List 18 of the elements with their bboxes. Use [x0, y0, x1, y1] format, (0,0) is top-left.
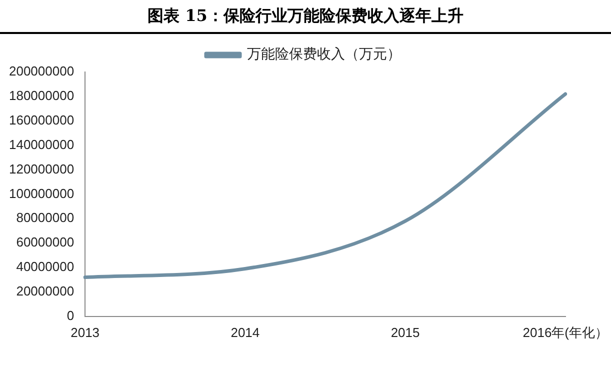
y-tick-label: 60000000	[16, 234, 74, 250]
y-tick-label: 180000000	[8, 88, 74, 104]
x-tick-label: 2016年(年化）	[522, 324, 608, 340]
y-tick-label: 160000000	[8, 112, 74, 128]
y-tick-label: 100000000	[8, 186, 74, 201]
y-tick-label: 20000000	[16, 284, 74, 299]
y-tick-label: 200000000	[8, 64, 74, 79]
y-tick-label: 140000000	[8, 136, 74, 152]
x-tick-label: 2015	[390, 324, 420, 340]
y-tick-label: 120000000	[8, 161, 74, 176]
y-tick-label: 0	[66, 308, 74, 323]
line-series	[83, 92, 568, 280]
y-tick-label: 40000000	[16, 259, 74, 274]
chart-title: 图表 15：保险行业万能险保费收入逐年上升	[0, 0, 611, 34]
x-tick-label: 2014	[230, 324, 260, 340]
x-tick-label: 2013	[70, 324, 100, 340]
legend-label: 万能险保费收入（万元）	[247, 46, 401, 63]
y-tick-label: 80000000	[16, 210, 74, 226]
